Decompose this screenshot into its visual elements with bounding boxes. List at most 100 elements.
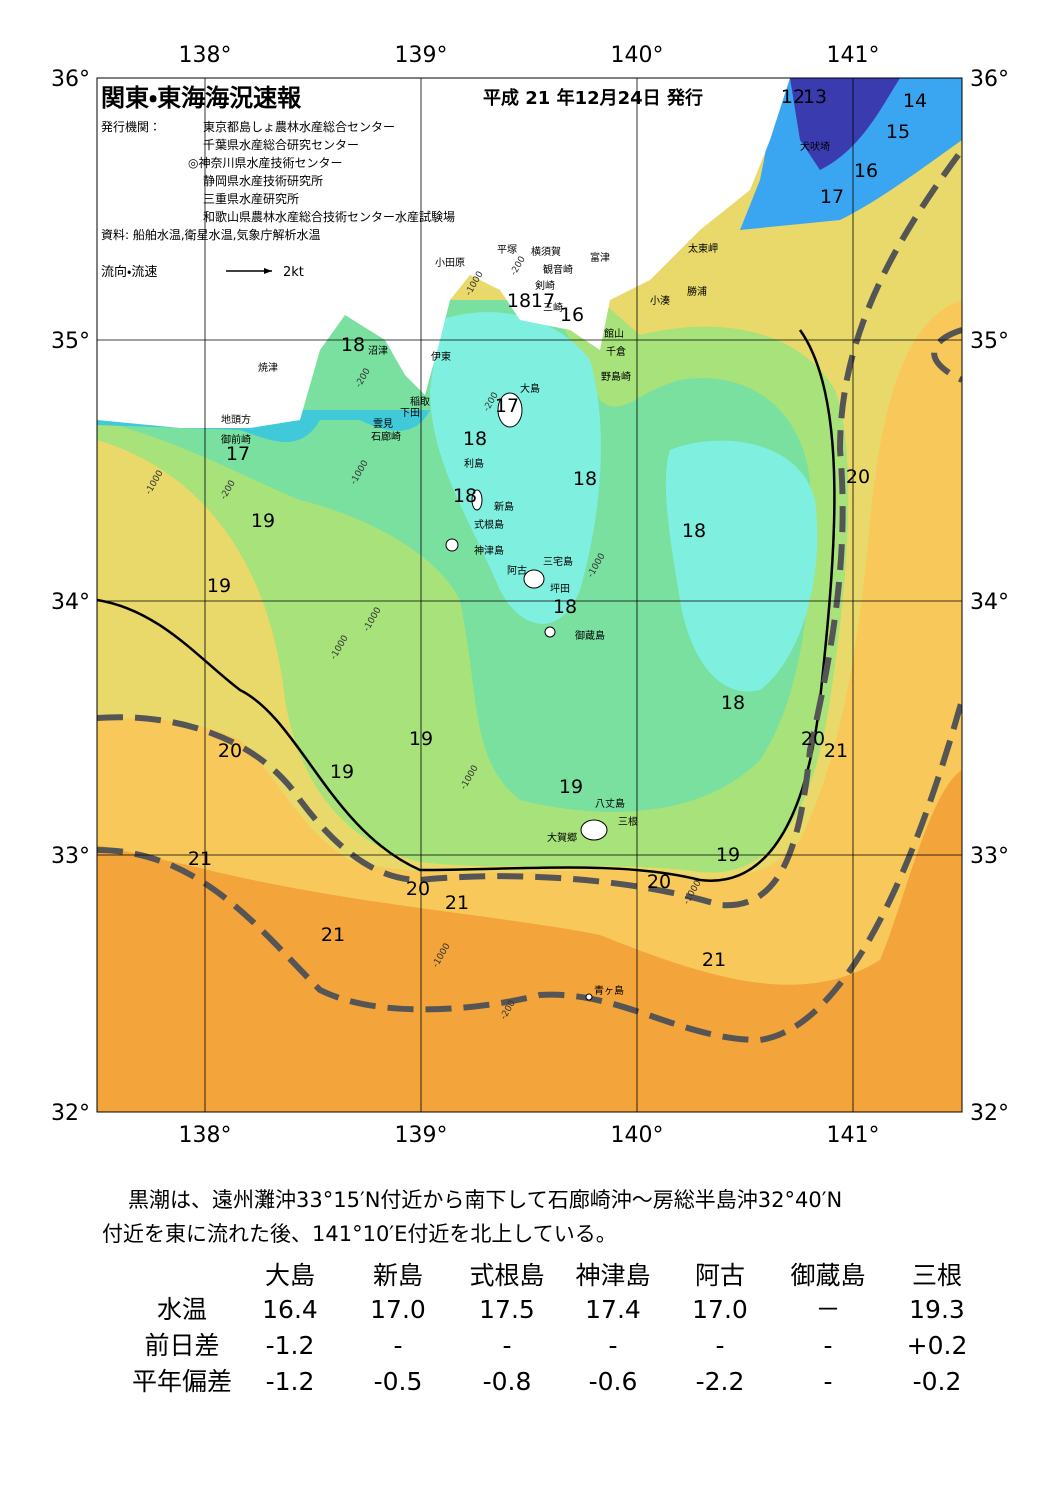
temperature-label: 18 — [721, 692, 745, 714]
table-header: 式根島 — [469, 1261, 544, 1290]
publisher-label: 発行機関： — [101, 120, 161, 134]
temperature-label: 14 — [903, 90, 927, 112]
lon-label: 139° — [395, 43, 448, 68]
lon-label: 141° — [827, 43, 880, 68]
temperature-label: 20 — [406, 878, 430, 900]
table-cell: - — [502, 1331, 511, 1360]
temperature-label: 21 — [824, 740, 848, 762]
place-name: 焼津 — [258, 362, 278, 374]
table-cell: -1.2 — [266, 1367, 315, 1396]
island — [523, 569, 545, 589]
kuroshio-axis — [97, 148, 962, 909]
map-frame — [96, 77, 963, 1113]
temperature-label: 17 — [531, 290, 555, 312]
island — [544, 626, 556, 638]
lat-label: 34° — [51, 590, 90, 615]
lon-label: 138° — [179, 43, 232, 68]
place-name: 横須賀 — [531, 245, 561, 258]
table-header: 新島 — [373, 1261, 423, 1290]
table-header: 三根 — [912, 1261, 962, 1290]
place-name: 石廊崎 — [371, 430, 401, 443]
table-cell: － — [815, 1295, 840, 1324]
publisher: 千葉県水産総合研究センター — [203, 137, 359, 152]
lat-label: 36° — [51, 67, 90, 92]
axis-labels: 138° 138° 139° 139° 140° 140° 141° 141° 36° 36° 35… — [51, 43, 1009, 1148]
table-cell: -2.2 — [696, 1367, 745, 1396]
temperature-label: 18 — [507, 290, 531, 312]
cyan-water — [665, 440, 818, 692]
table-cell: -0.2 — [913, 1367, 962, 1396]
temperature-label: 13 — [803, 86, 827, 108]
data-source: 資料: 船舶水温,衛星水温,気象庁解析水温 — [101, 227, 321, 242]
place-name: 沼津 — [368, 344, 388, 357]
lat-label: 33° — [51, 844, 90, 869]
publisher: 三重県水産研究所 — [203, 192, 299, 206]
temperature-label: 21 — [702, 949, 726, 971]
temperature-label: 17 — [820, 186, 844, 208]
map-title: 関東・東海海況速報 — [101, 84, 302, 112]
temperature-label: 15 — [886, 121, 910, 143]
place-name: 三宅島 — [543, 555, 573, 568]
cyan-water — [430, 312, 601, 624]
lat-label: 34° — [970, 590, 1009, 615]
temperature-label: 18 — [341, 334, 365, 356]
place-name: 稲取 — [410, 396, 430, 408]
legend-scale: 2kt — [283, 265, 304, 280]
temperature-label: 20 — [647, 871, 671, 893]
place-name: 御蔵島 — [575, 629, 605, 642]
temperature-label: 12 — [781, 86, 805, 108]
lat-label: 36° — [970, 67, 1009, 92]
place-name: 下田 — [400, 408, 420, 419]
island — [471, 489, 483, 511]
temperature-label: 18 — [453, 485, 477, 507]
place-name: 剣崎 — [535, 279, 555, 292]
publisher: ◎神奈川県水産技術センター — [188, 155, 342, 170]
publisher: 和歌山県農林水産総合技術センター水産試験場 — [203, 209, 455, 224]
place-name: 青ヶ島 — [594, 984, 624, 997]
contour-line — [97, 329, 836, 882]
publisher: 静岡県水産技術研究所 — [203, 173, 323, 188]
table-cell: - — [715, 1331, 724, 1360]
place-name: 神津島 — [474, 544, 504, 557]
island — [497, 392, 523, 428]
temperature-label: 19 — [251, 510, 275, 532]
table-cell: +0.2 — [907, 1331, 968, 1360]
place-name: 三崎 — [543, 301, 563, 314]
graticule — [97, 78, 962, 1112]
summary: 黒潮は、遠州灘沖33°15′N付近から南下して石廊崎沖～房総半島沖32°40′N… — [102, 1188, 842, 1246]
table-cell: -0.5 — [374, 1367, 423, 1396]
place-name: 三根 — [618, 815, 638, 828]
table-cell: 17.0 — [692, 1295, 748, 1324]
place-name: 利島 — [464, 457, 484, 470]
table-cell: - — [823, 1331, 832, 1360]
place-name: 富津 — [590, 251, 610, 264]
table-cell: 17.0 — [370, 1295, 426, 1324]
place-name: 小湊 — [650, 294, 670, 307]
place-name: 八丈島 — [595, 797, 625, 810]
table-cell: -0.6 — [589, 1367, 638, 1396]
temperature-label: 18 — [463, 428, 487, 450]
lon-label: 138° — [179, 1123, 232, 1148]
table-cell: 16.4 — [262, 1295, 318, 1324]
lon-label: 140° — [611, 1123, 664, 1148]
table-cell: - — [393, 1331, 402, 1360]
lat-label: 33° — [970, 844, 1009, 869]
temperature-label: 21 — [321, 924, 345, 946]
issue-date: 平成 21 年12月24日 発行 — [483, 87, 703, 109]
place-name: 伊東 — [431, 350, 451, 363]
place-name: 新島 — [494, 500, 514, 513]
table-cell: 17.5 — [479, 1295, 535, 1324]
place-name: 小田原 — [435, 257, 465, 269]
place-name: 雲見 — [373, 418, 393, 430]
table-cell: 前日差 — [144, 1331, 219, 1360]
publisher: 東京都島しょ農林水産総合センター — [203, 119, 395, 134]
table-header: 阿古 — [695, 1261, 745, 1290]
lon-label: 140° — [611, 43, 664, 68]
temperature-label: 21 — [445, 892, 469, 914]
temperature-label: 17 — [226, 443, 250, 465]
place-name: 館山 — [604, 327, 624, 340]
kuroshio-axis — [931, 327, 962, 383]
place-name: 勝浦 — [687, 285, 707, 298]
